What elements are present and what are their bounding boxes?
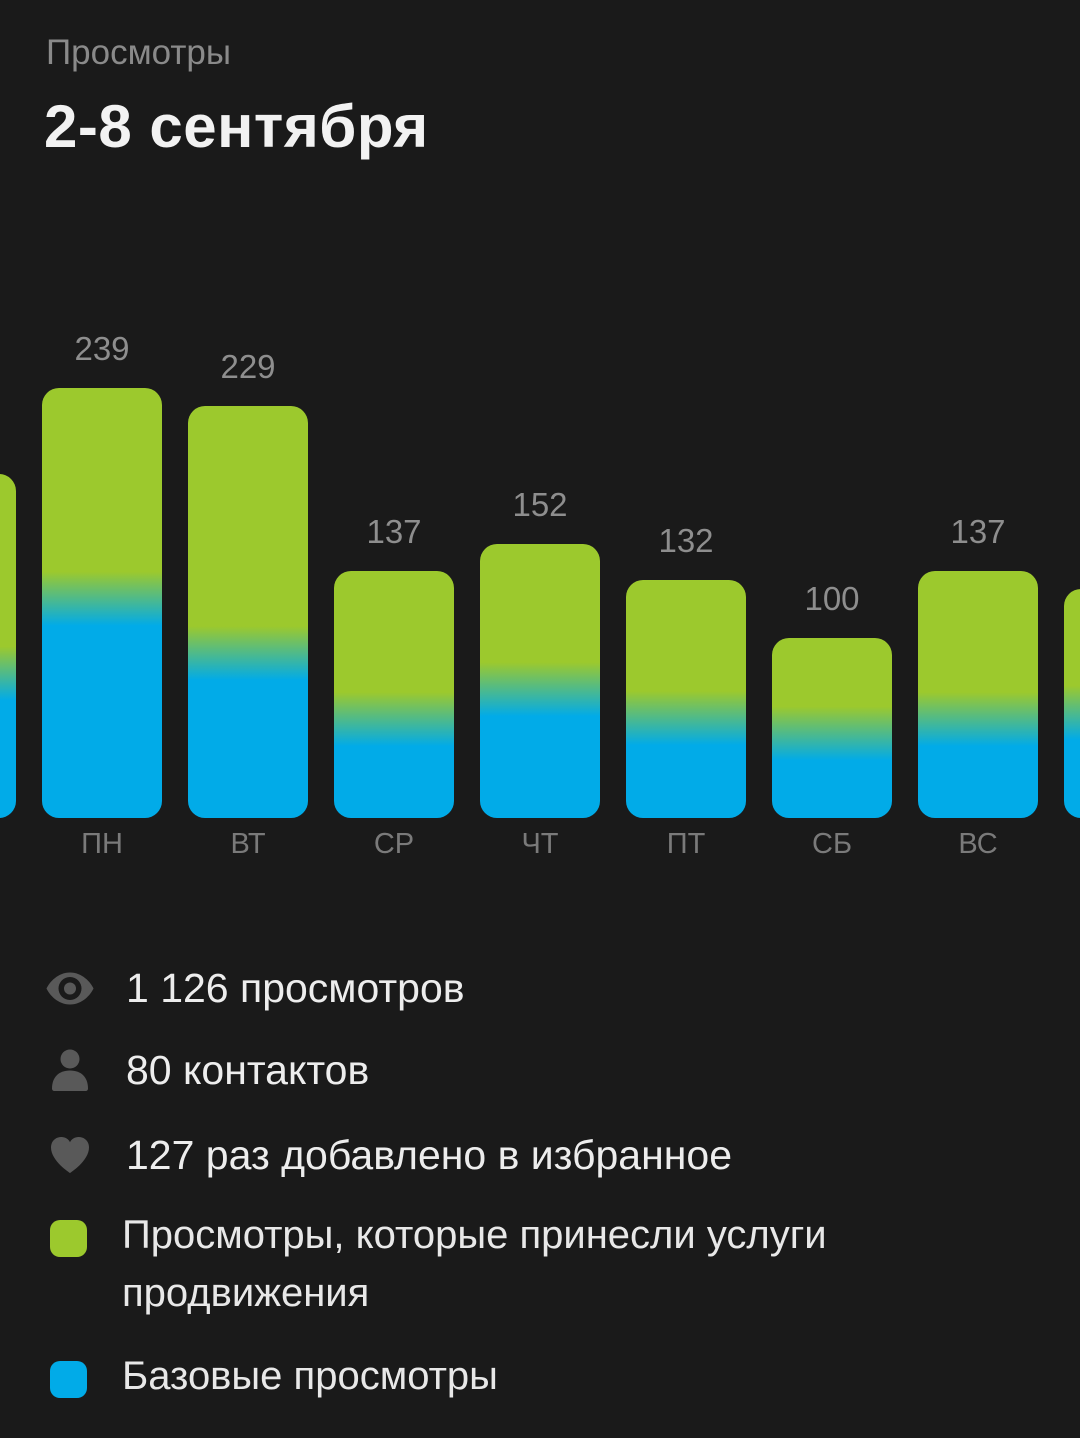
bar-ЧТ[interactable] xyxy=(480,544,600,818)
views-count-text: 1 126 просмотров xyxy=(126,964,465,1011)
bar-partial-left[interactable] xyxy=(0,474,16,818)
legend-item-promoted: Просмотры, которые принесли услуги продв… xyxy=(50,1206,922,1322)
eye-icon xyxy=(46,972,94,1005)
period-title: 2-8 сентября xyxy=(44,93,429,160)
views-bar-chart: 239 ПН 229 ВТ 137 СР 152 ЧТ 132 ПТ 100 СБ 137 ВС xyxy=(0,330,1080,860)
bar-value-label: 100 xyxy=(804,580,860,617)
bar-value-label: 229 xyxy=(220,348,276,385)
bar-value-label: 239 xyxy=(74,330,130,367)
bar-day-label: ПТ xyxy=(666,828,706,860)
stat-row-contacts: 80 контактов xyxy=(46,1042,369,1098)
favorites-count-text: 127 раз добавлено в избранное xyxy=(126,1131,732,1178)
promoted-views-swatch xyxy=(50,1220,87,1257)
bar-ПН[interactable] xyxy=(42,388,162,818)
bar-day-label: ПН xyxy=(81,828,123,860)
bar-ПТ[interactable] xyxy=(626,580,746,818)
bar-ВТ[interactable] xyxy=(188,406,308,818)
bar-day-label: ВС xyxy=(958,828,998,860)
heart-icon xyxy=(46,1136,94,1174)
stat-row-favorites: 127 раз добавлено в избранное xyxy=(46,1127,732,1183)
promoted-views-label: Просмотры, которые принесли услуги продв… xyxy=(122,1213,827,1315)
bar-СБ[interactable] xyxy=(772,638,892,818)
bar-day-label: ВТ xyxy=(230,828,266,860)
bar-day-label: СБ xyxy=(812,828,852,860)
basic-views-label: Базовые просмотры xyxy=(122,1354,498,1398)
basic-views-swatch xyxy=(50,1361,87,1398)
bar-value-label: 132 xyxy=(658,522,714,559)
person-icon xyxy=(46,1049,94,1091)
bar-value-label: 152 xyxy=(512,486,568,523)
bar-day-label: ЧТ xyxy=(521,828,559,860)
contacts-count-text: 80 контактов xyxy=(126,1046,370,1093)
legend-item-basic: Базовые просмотры xyxy=(50,1347,498,1405)
section-label: Просмотры xyxy=(46,33,231,72)
bar-day-label: СР xyxy=(373,828,415,860)
bar-value-label: 137 xyxy=(366,513,422,550)
bar-partial-right[interactable] xyxy=(1064,589,1080,818)
stat-row-views: 1 126 просмотров xyxy=(46,960,465,1016)
bar-ВС[interactable] xyxy=(918,571,1038,818)
bar-value-label: 137 xyxy=(950,513,1006,550)
bar-СР[interactable] xyxy=(334,571,454,818)
